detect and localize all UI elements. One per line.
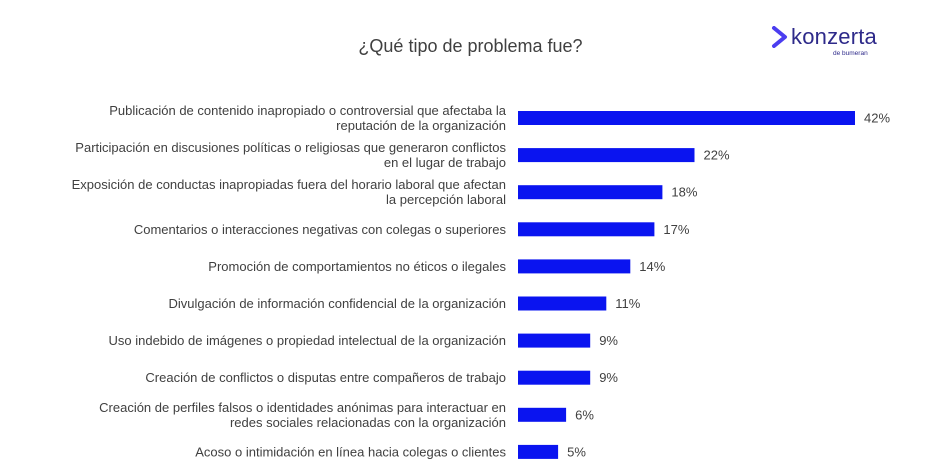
value-label-1: 42% <box>864 111 890 126</box>
logo-brand-text: konzerta <box>791 24 877 49</box>
value-label-10: 5% <box>567 444 586 459</box>
category-label-3-line-1: Exposición de conductas inapropiadas fue… <box>72 177 506 192</box>
category-label-7-line-1: Uso indebido de imágenes o propiedad int… <box>109 333 507 348</box>
category-label-1-line-1: Publicación de contenido inapropiado o c… <box>109 103 507 118</box>
bar-4 <box>518 222 655 237</box>
bar-8 <box>518 370 591 385</box>
category-label-10-line-1: Acoso o intimidación en línea hacia cole… <box>195 444 506 459</box>
value-label-3: 18% <box>671 185 697 200</box>
konzerta-logo: konzerta de bumeran <box>771 22 891 62</box>
value-label-7: 9% <box>599 333 618 348</box>
bar-9 <box>518 407 567 422</box>
category-label-8-line-1: Creación de conflictos o disputas entre … <box>145 370 506 385</box>
category-label-4-line-1: Comentarios o interacciones negativas co… <box>134 222 507 237</box>
value-label-6: 11% <box>615 296 640 311</box>
category-label-9-line-2: redes sociales relacionadas con la organ… <box>230 415 506 430</box>
category-label-5-line-1: Promoción de comportamientos no éticos o… <box>208 259 506 274</box>
bar-7 <box>518 333 591 348</box>
bar-6 <box>518 296 607 311</box>
category-label-2-line-1: Participación en discusiones políticas o… <box>75 140 506 155</box>
value-label-8: 9% <box>599 370 618 385</box>
value-label-9: 6% <box>575 407 594 422</box>
category-label-9-line-1: Creación de perfiles falsos o identidade… <box>99 400 506 415</box>
bar-3 <box>518 185 663 200</box>
category-label-2-line-2: en el lugar de trabajo <box>384 155 506 170</box>
value-label-4: 17% <box>663 222 689 237</box>
category-label-3-line-2: la percepción laboral <box>386 192 506 207</box>
value-label-5: 14% <box>639 259 665 274</box>
value-label-2: 22% <box>704 148 730 163</box>
bar-1 <box>518 111 855 125</box>
category-label-6-line-1: Divulgación de información confidencial … <box>169 296 506 311</box>
bar-10 <box>518 444 559 459</box>
konzerta-chevron-icon <box>772 26 787 48</box>
category-label-1-line-2: reputación de la organización <box>336 118 506 133</box>
chart-title: ¿Qué tipo de problema fue? <box>358 36 583 56</box>
bar-2 <box>518 148 695 163</box>
logo-sub-text: de bumeran <box>833 50 868 57</box>
bar-5 <box>518 259 631 274</box>
